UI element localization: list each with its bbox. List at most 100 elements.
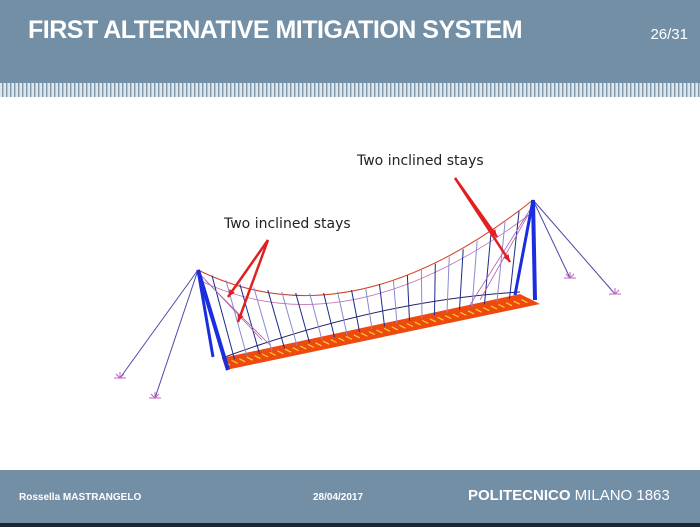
deck-panel <box>521 299 528 304</box>
deck-panel <box>299 345 307 350</box>
slide-title: FIRST ALTERNATIVE MITIGATION SYSTEM <box>28 16 523 44</box>
hanger <box>281 291 298 346</box>
deck-panel <box>277 350 284 355</box>
hanger <box>496 221 506 302</box>
footer-bottom-line <box>0 523 700 527</box>
deck-panel <box>292 347 299 352</box>
hanger <box>351 289 360 332</box>
hanger <box>378 284 385 327</box>
arrowhead-icon <box>237 314 244 322</box>
hanger <box>406 275 410 321</box>
deck-panel <box>399 324 406 329</box>
hanger <box>365 287 373 330</box>
annotation-label-left: Two inclined stays <box>223 216 351 232</box>
deck-panel <box>360 332 368 337</box>
support-icon <box>609 288 621 295</box>
deck-panel <box>444 315 452 320</box>
hanger <box>211 275 235 360</box>
support-icon <box>114 372 126 379</box>
support-icon <box>149 392 161 399</box>
logo-rest: MILANO 1863 <box>570 487 670 504</box>
annotation-arrow <box>226 239 270 298</box>
tower-leg <box>196 269 215 358</box>
deck-panel <box>437 316 444 321</box>
hanger <box>309 293 323 341</box>
deck-panel <box>482 307 490 312</box>
deck-panel <box>269 351 277 356</box>
hanger <box>459 249 464 310</box>
deck-panel <box>353 334 360 339</box>
deck-panel <box>338 337 345 342</box>
footer-logo: POLITECNICO MILANO 1863 <box>468 487 670 504</box>
deck-panel <box>467 310 475 315</box>
logo-bold: POLITECNICO <box>468 487 571 504</box>
deck-panel <box>284 348 292 353</box>
tower-leg <box>531 199 537 301</box>
deck-panel <box>330 339 338 344</box>
annotation-arrows <box>226 177 512 323</box>
deck-panel <box>460 311 467 316</box>
deck-panel <box>406 323 414 328</box>
hanger <box>267 289 285 349</box>
deck-panel <box>391 326 399 331</box>
deck-panel <box>421 319 429 324</box>
bridge-model <box>114 199 621 399</box>
tower-leg <box>196 269 230 371</box>
slide-header: FIRST ALTERNATIVE MITIGATION SYSTEM 26/3… <box>0 0 700 83</box>
hanger <box>471 240 478 308</box>
deck-panel <box>475 308 482 313</box>
deck-panel <box>322 340 330 345</box>
hanger <box>323 292 335 338</box>
support-icon <box>564 272 576 279</box>
deck-panel <box>254 355 261 360</box>
backstay <box>532 199 571 279</box>
deck-panel <box>238 358 246 363</box>
backstay <box>119 269 199 379</box>
header-stripe-divider <box>0 83 700 97</box>
deck-panel <box>315 342 322 347</box>
deck-panel <box>345 335 353 340</box>
deck-panel <box>498 303 505 308</box>
hanger <box>392 280 398 324</box>
deck-panel <box>414 321 421 326</box>
main-cable <box>197 199 534 297</box>
deck-panel <box>429 318 437 323</box>
hanger <box>253 287 273 352</box>
deck-panel <box>307 343 315 348</box>
slide-footer <box>0 470 700 523</box>
deck-panel <box>490 305 498 310</box>
hanger <box>509 211 520 299</box>
hanger <box>295 292 310 343</box>
deck-panel <box>513 300 521 305</box>
arrowhead-icon <box>228 289 235 297</box>
arrowhead-icon <box>503 254 510 262</box>
footer-date: 28/04/2017 <box>313 492 364 503</box>
hanger <box>337 291 348 335</box>
deck-panel <box>376 329 383 334</box>
deck-panel <box>383 327 391 332</box>
deck-panel <box>246 356 254 361</box>
hanger <box>434 263 436 316</box>
hanger <box>420 269 423 319</box>
inclined-stay <box>469 204 534 306</box>
deck-panel <box>231 359 238 364</box>
hanger <box>239 284 260 354</box>
page-number: 26/31 <box>650 26 688 43</box>
annotation-arrow <box>453 177 512 263</box>
deck-edge <box>221 291 521 359</box>
deck-panel <box>368 331 376 336</box>
backstay <box>154 269 199 399</box>
annotation-arrow <box>236 239 270 323</box>
annotation-label-right: Two inclined stays <box>356 153 484 169</box>
inclined-stay <box>204 279 271 346</box>
arrowhead-icon <box>490 229 497 237</box>
hanger <box>446 256 450 313</box>
deck-panel <box>505 302 513 307</box>
deck-panel <box>452 313 460 318</box>
backstay <box>532 199 616 295</box>
footer-author: Rossella MASTRANGELO <box>19 492 142 503</box>
hanger <box>484 231 492 305</box>
deck-panel <box>261 353 269 358</box>
tower-leg <box>513 199 535 296</box>
